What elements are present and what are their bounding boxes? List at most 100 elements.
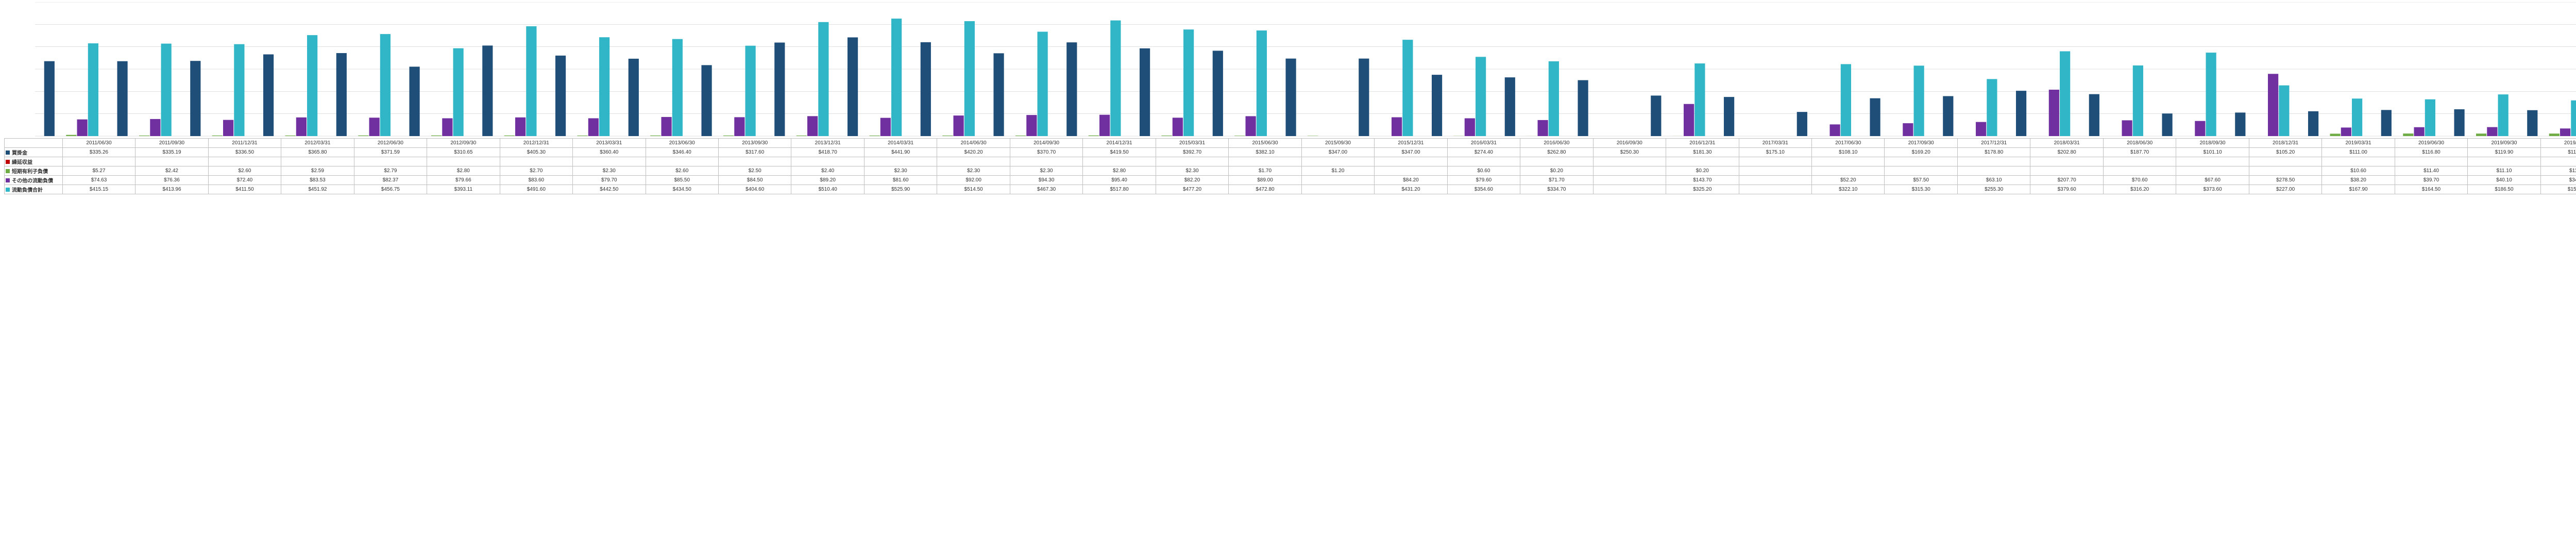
cell: $334.70 <box>1520 185 1593 194</box>
bar-othcl <box>662 117 672 136</box>
cell <box>2468 157 2540 166</box>
cell: $347.00 <box>1375 148 1447 157</box>
cell: $517.80 <box>1083 185 1156 194</box>
cell: $116.80 <box>2395 148 2467 157</box>
cell: $83.60 <box>500 176 572 185</box>
cell: $105.20 <box>2249 148 2321 157</box>
bar-tcl <box>599 37 609 136</box>
period-header: 2018/06/30 <box>2103 139 2176 148</box>
bar-ap <box>2089 94 2099 136</box>
period-header: 2015/06/30 <box>1229 139 1301 148</box>
cell <box>1957 157 2030 166</box>
cell: $317.60 <box>718 148 791 157</box>
bar-othcl <box>223 120 233 136</box>
cell: $82.20 <box>1156 176 1228 185</box>
bar-tcl <box>2060 52 2070 136</box>
cell: $274.40 <box>1447 148 1520 157</box>
cell: $2.42 <box>135 166 208 176</box>
bar-tcl <box>1038 32 1048 136</box>
row-header-stdbt: 短期有利子負債 <box>5 166 63 176</box>
cell: $164.50 <box>2395 185 2467 194</box>
cell: $85.50 <box>646 176 718 185</box>
bar-ap <box>1066 42 1077 136</box>
legend-swatch <box>6 169 10 173</box>
bar-tcl <box>2352 98 2362 136</box>
cell: $79.66 <box>427 176 500 185</box>
bar-ap <box>555 56 566 136</box>
cell: $2.30 <box>864 166 937 176</box>
bar-ap <box>629 59 639 136</box>
cell <box>500 157 572 166</box>
cell: $441.90 <box>864 148 937 157</box>
cell: $159.80 <box>2540 185 2576 194</box>
bar-tcl <box>1476 57 1486 136</box>
cell <box>135 157 208 166</box>
bar-tcl <box>380 34 391 136</box>
cell <box>1593 185 1666 194</box>
cell <box>1593 166 1666 176</box>
legend-swatch <box>6 188 10 192</box>
period-header: 2011/09/30 <box>135 139 208 148</box>
cell: $354.60 <box>1447 185 1520 194</box>
bar-othcl <box>1684 104 1694 136</box>
cell <box>2176 157 2249 166</box>
table-row-def: 繰延収益繰延収益 <box>5 157 2576 166</box>
cell: $415.15 <box>62 185 135 194</box>
cell: $418.70 <box>791 148 864 157</box>
bar-othcl <box>2560 128 2570 136</box>
bar-stdbt <box>2549 133 2560 136</box>
bar-ap <box>409 66 419 136</box>
bar-ap <box>2381 110 2392 136</box>
cell: $2.59 <box>281 166 354 176</box>
cell <box>573 157 646 166</box>
period-header: 2018/09/30 <box>2176 139 2249 148</box>
bar-othcl <box>515 118 526 136</box>
cell <box>354 157 427 166</box>
cell: $186.50 <box>2468 185 2540 194</box>
bar-tcl <box>818 22 828 136</box>
period-header: 2019/03/31 <box>2322 139 2395 148</box>
cell: $434.50 <box>646 185 718 194</box>
bar-othcl <box>369 118 380 136</box>
cell: $411.50 <box>208 185 281 194</box>
bar-tcl <box>1841 64 1851 136</box>
bar-othcl <box>2195 121 2205 136</box>
period-header: 2017/03/31 <box>1739 139 1811 148</box>
cell: $39.70 <box>2395 176 2467 185</box>
period-header: 2019/09/30 <box>2468 139 2540 148</box>
cell: $510.40 <box>791 185 864 194</box>
cell <box>1010 157 1082 166</box>
legend-swatch <box>6 150 10 155</box>
cell: $84.50 <box>718 176 791 185</box>
bar-chart: $0$100$200$300$400$500$600(単位: 百万USD) <box>4 2 2576 138</box>
cell <box>281 157 354 166</box>
cell: $310.65 <box>427 148 500 157</box>
period-header: 2015/03/31 <box>1156 139 1228 148</box>
bar-stdbt <box>2330 133 2340 136</box>
bar-tcl <box>1694 63 1705 136</box>
bar-othcl <box>2268 74 2278 136</box>
cell: $178.80 <box>1957 148 2030 157</box>
cell <box>1739 176 1811 185</box>
period-header: 2011/12/31 <box>208 139 281 148</box>
bar-tcl <box>1402 40 1413 136</box>
legend-swatch <box>6 160 10 164</box>
period-header: 2016/12/31 <box>1666 139 1739 148</box>
cell: $335.26 <box>62 148 135 157</box>
bar-othcl <box>1830 124 1840 136</box>
bar-othcl <box>1538 120 1548 136</box>
period-header: 2016/09/30 <box>1593 139 1666 148</box>
cell: $76.36 <box>135 176 208 185</box>
period-header: 2017/06/30 <box>1812 139 1885 148</box>
cell <box>1739 157 1811 166</box>
cell: $379.60 <box>2030 185 2103 194</box>
cell: $325.20 <box>1666 185 1739 194</box>
cell: $322.10 <box>1812 185 1885 194</box>
cell <box>646 157 718 166</box>
period-header: 2018/03/31 <box>2030 139 2103 148</box>
cell: $360.40 <box>573 148 646 157</box>
cell: $315.30 <box>1885 185 1957 194</box>
cell: $491.60 <box>500 185 572 194</box>
cell: $404.60 <box>718 185 791 194</box>
cell: $89.00 <box>1229 176 1301 185</box>
